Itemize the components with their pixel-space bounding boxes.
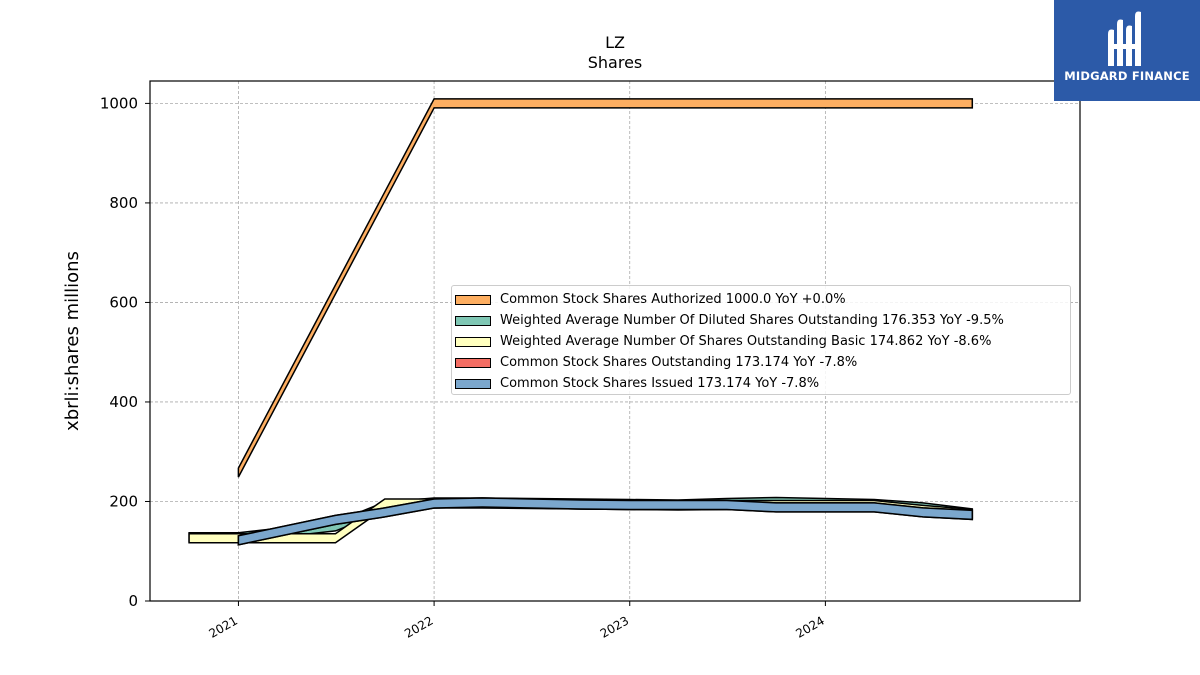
chart-title: LZ <box>605 33 625 52</box>
y-tick-label: 1000 <box>100 94 138 112</box>
legend-swatch <box>455 378 491 389</box>
logo-text: MIDGARD FINANCE <box>1064 69 1190 83</box>
legend-label: Weighted Average Number Of Diluted Share… <box>500 313 1004 328</box>
y-tick-label: 600 <box>109 293 138 311</box>
y-tick-label: 0 <box>128 592 138 610</box>
legend-label: Common Stock Shares Outstanding 173.174 … <box>500 355 858 370</box>
legend-label: Common Stock Shares Authorized 1000.0 Yo… <box>500 292 846 307</box>
y-tick-label: 200 <box>109 492 138 510</box>
legend-swatch <box>455 294 491 305</box>
x-tick-label: 2021 <box>206 613 239 640</box>
y-axis-label: xbrli:shares millions <box>62 251 83 431</box>
legend-item: Common Stock Shares Issued 173.174 YoY -… <box>452 373 1070 394</box>
legend-item: Common Stock Shares Authorized 1000.0 Yo… <box>452 289 1070 310</box>
plot-frame <box>149 80 1081 602</box>
y-tick-label: 400 <box>109 393 138 411</box>
x-tick-label: 2022 <box>402 613 435 640</box>
legend: Common Stock Shares Authorized 1000.0 Yo… <box>451 285 1071 395</box>
x-tick-label: 2023 <box>598 613 631 640</box>
x-tick-label: 2024 <box>793 613 826 640</box>
x-axis: 2021 2022 2023 2024 <box>206 601 827 641</box>
legend-item: Common Stock Shares Outstanding 173.174 … <box>452 352 1070 373</box>
legend-item: Weighted Average Number Of Diluted Share… <box>452 310 1070 331</box>
y-tick-label: 800 <box>109 194 138 212</box>
logo-mark-icon <box>1108 11 1141 66</box>
legend-swatch <box>455 357 491 368</box>
series-areas <box>188 98 974 546</box>
legend-item: Weighted Average Number Of Shares Outsta… <box>452 331 1070 352</box>
legend-label: Common Stock Shares Issued 173.174 YoY -… <box>500 376 820 391</box>
series-area-0 <box>237 98 974 478</box>
y-axis: 0 200 400 600 800 1000 <box>100 94 150 610</box>
legend-swatch <box>455 336 491 347</box>
series-area-4 <box>237 497 974 546</box>
brand-logo: MIDGARD FINANCE <box>1054 0 1200 101</box>
legend-label: Weighted Average Number Of Shares Outsta… <box>500 334 992 349</box>
legend-swatch <box>455 315 491 326</box>
chart-subtitle: Shares <box>588 53 643 72</box>
